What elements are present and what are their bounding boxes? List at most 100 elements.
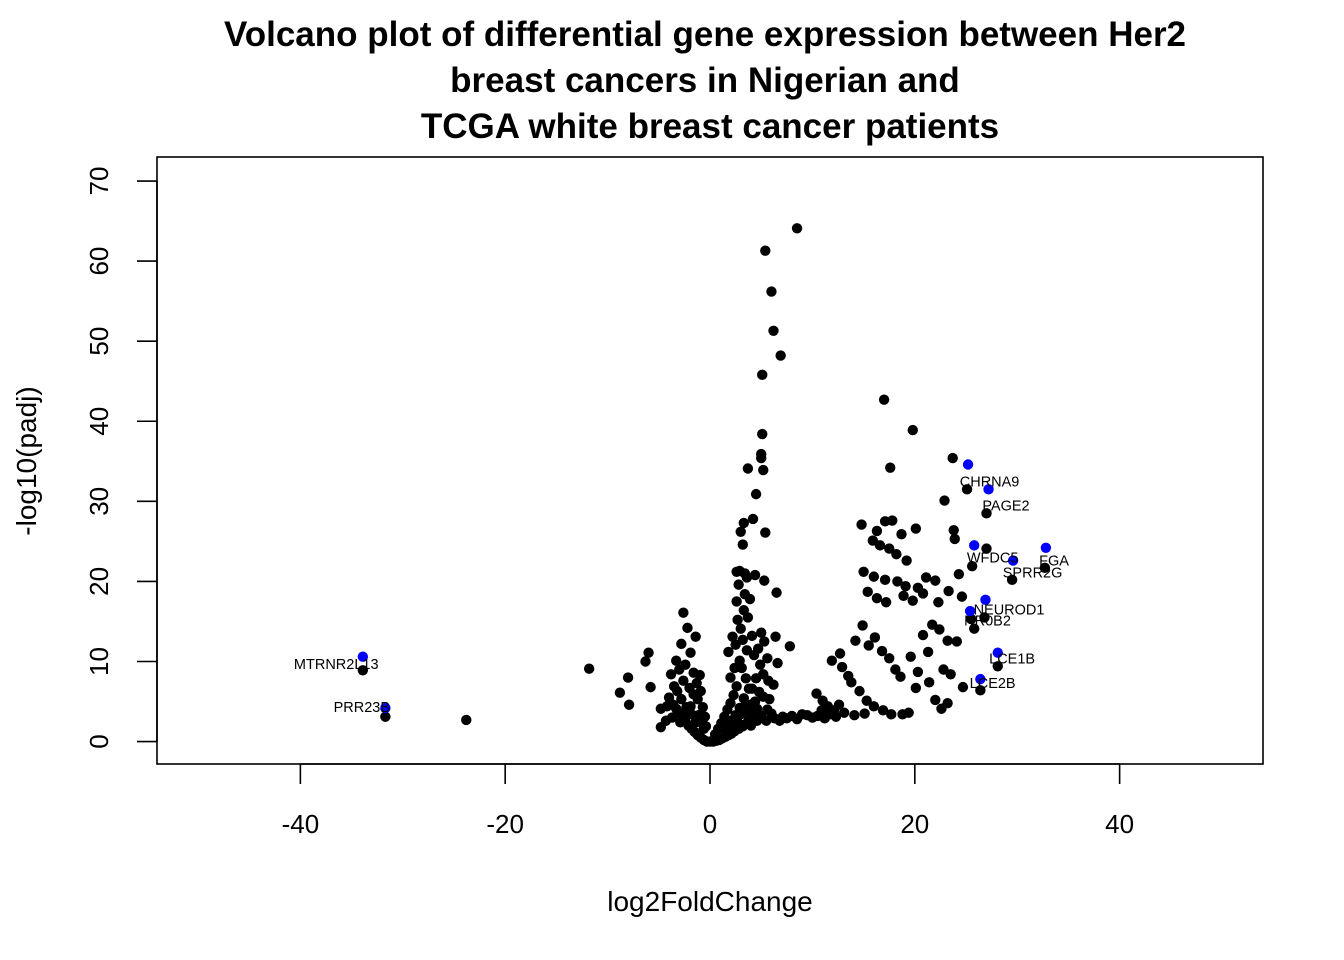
gene-point bbox=[930, 694, 941, 706]
gene-point bbox=[942, 635, 953, 646]
x-tick-label: -40 bbox=[282, 809, 320, 839]
y-axis: 0 10 20 30 40 50 60 70 bbox=[84, 167, 158, 749]
gene-point bbox=[885, 462, 896, 473]
x-axis: -40 -20 0 20 40 bbox=[282, 763, 1134, 839]
gene-point bbox=[791, 223, 803, 234]
gene-point bbox=[901, 555, 912, 566]
y-tick-label: 10 bbox=[84, 647, 114, 676]
gene-point bbox=[760, 245, 771, 256]
gene-point bbox=[869, 632, 881, 643]
gene-label: LCE2B bbox=[970, 676, 1016, 692]
gene-label: LCE1B bbox=[989, 651, 1035, 667]
chart-title: Volcano plot of differential gene expres… bbox=[224, 15, 1186, 146]
gene-point bbox=[694, 669, 705, 681]
gene-point bbox=[947, 452, 958, 464]
gene-point bbox=[674, 664, 685, 675]
gene-point bbox=[736, 662, 747, 674]
gene-point bbox=[992, 661, 1003, 672]
y-tick-label: 40 bbox=[84, 407, 114, 436]
gene-point bbox=[697, 701, 709, 713]
x-tick-label: 20 bbox=[900, 809, 929, 839]
gene-point bbox=[781, 713, 793, 724]
gene-point bbox=[762, 653, 773, 664]
gene-point bbox=[738, 693, 749, 704]
gene-point bbox=[890, 664, 901, 675]
gene-point bbox=[770, 631, 781, 642]
highlighted-gene-point bbox=[357, 651, 369, 662]
chart-title-line-3: TCGA white breast cancer patients bbox=[421, 107, 999, 146]
x-tick-label: -20 bbox=[486, 809, 524, 839]
gene-point bbox=[757, 369, 768, 381]
gene-point bbox=[758, 691, 769, 702]
gene-label: PAGE2 bbox=[982, 498, 1029, 514]
gene-point bbox=[897, 709, 908, 720]
gene-point bbox=[957, 681, 969, 693]
gene-point bbox=[754, 659, 766, 670]
gene-point bbox=[699, 711, 711, 722]
y-tick-label: 70 bbox=[84, 167, 114, 196]
gene-point bbox=[819, 713, 830, 724]
gene-point bbox=[623, 699, 635, 710]
gene-point bbox=[731, 681, 742, 692]
gene-point bbox=[878, 394, 890, 405]
gene-point bbox=[1006, 574, 1018, 586]
gene-point bbox=[758, 464, 769, 476]
gene-point bbox=[917, 588, 929, 599]
gene-point bbox=[868, 571, 880, 582]
highlighted-gene-point bbox=[964, 605, 976, 617]
y-tick-label: 0 bbox=[84, 734, 114, 748]
gene-point bbox=[732, 614, 743, 626]
gene-point bbox=[836, 661, 848, 673]
gene-point bbox=[956, 591, 968, 602]
gene-point bbox=[766, 286, 777, 297]
gene-point bbox=[746, 630, 758, 642]
gene-point bbox=[771, 587, 782, 598]
gene-point bbox=[859, 708, 870, 719]
gene-point bbox=[981, 543, 992, 554]
gene-point bbox=[953, 569, 965, 580]
y-tick-label: 50 bbox=[84, 327, 114, 356]
gene-points bbox=[357, 223, 1051, 747]
gene-point bbox=[811, 688, 822, 699]
gene-point bbox=[830, 711, 842, 722]
gene-point bbox=[834, 648, 846, 659]
gene-point bbox=[738, 517, 749, 529]
gene-point bbox=[775, 350, 786, 361]
gene-point bbox=[849, 709, 860, 721]
gene-point bbox=[622, 672, 634, 683]
gene-point bbox=[614, 687, 626, 698]
gene-label: MTRNR2L13 bbox=[294, 657, 379, 673]
gene-point bbox=[676, 693, 687, 705]
highlighted-gene-point bbox=[380, 702, 391, 714]
highlighted-gene-point bbox=[1007, 555, 1019, 566]
gene-point bbox=[645, 681, 656, 693]
gene-point bbox=[826, 655, 838, 666]
y-tick-label: 30 bbox=[84, 487, 114, 516]
gene-point bbox=[939, 495, 950, 506]
gene-point bbox=[747, 513, 759, 525]
highlighted-gene-point bbox=[962, 459, 974, 470]
gene-point bbox=[357, 665, 369, 676]
gene-point bbox=[735, 623, 746, 634]
gene-point bbox=[759, 636, 770, 647]
gene-point bbox=[750, 673, 762, 684]
gene-point bbox=[846, 677, 857, 688]
gene-point bbox=[887, 515, 898, 526]
gene-point bbox=[943, 585, 954, 597]
gene-point bbox=[690, 631, 701, 642]
gene-point bbox=[907, 595, 918, 606]
plot-frame bbox=[156, 156, 1264, 765]
gene-point bbox=[917, 629, 929, 641]
gene-point bbox=[756, 452, 767, 464]
gene-point bbox=[678, 675, 689, 686]
gene-point bbox=[583, 663, 595, 674]
gene-point bbox=[757, 428, 768, 440]
gene-point bbox=[678, 607, 689, 618]
gene-point bbox=[857, 620, 868, 631]
gene-point bbox=[871, 525, 883, 537]
gene-point bbox=[727, 631, 738, 642]
gene-point bbox=[737, 539, 748, 550]
gene-point bbox=[691, 677, 702, 689]
gene-point bbox=[668, 681, 680, 692]
